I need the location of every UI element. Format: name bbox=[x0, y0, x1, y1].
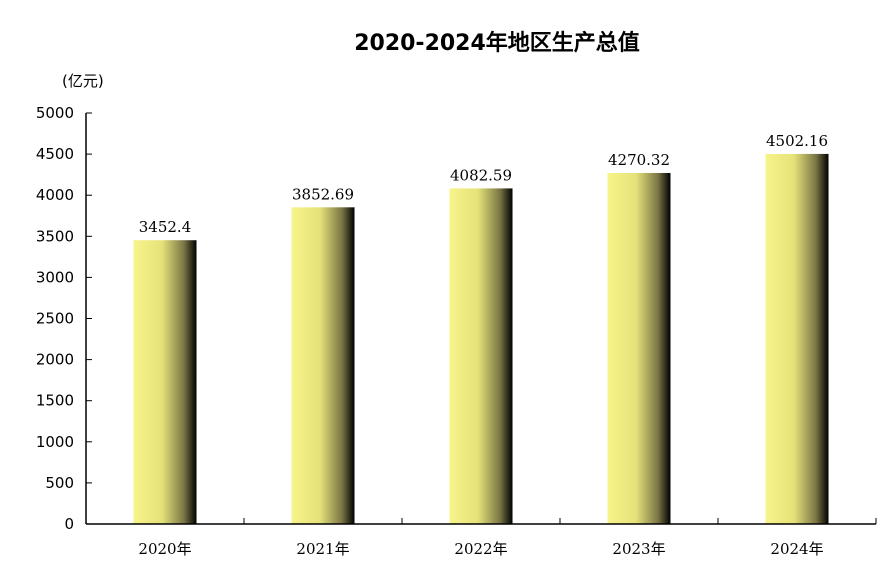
x-tick-label: 2023年 bbox=[612, 540, 665, 558]
y-axis-unit-label: (亿元) bbox=[62, 72, 104, 90]
bar-2023年 bbox=[607, 172, 671, 525]
y-tick-label: 4000 bbox=[36, 186, 74, 204]
bars bbox=[133, 153, 829, 525]
bar-2022年 bbox=[449, 188, 513, 524]
data-label: 3452.4 bbox=[139, 218, 192, 236]
y-tick-label: 4500 bbox=[36, 145, 74, 163]
y-tick-label: 1000 bbox=[36, 433, 74, 451]
y-tick-label: 1500 bbox=[36, 392, 74, 410]
y-tick-label: 0 bbox=[64, 515, 74, 533]
y-tick-label: 500 bbox=[45, 474, 74, 492]
y-tick-label: 3500 bbox=[36, 227, 74, 245]
y-tick-label: 5000 bbox=[36, 104, 74, 122]
data-label: 4082.59 bbox=[450, 166, 512, 184]
x-tick-label: 2024年 bbox=[770, 540, 823, 558]
x-axis-ticks: 2020年 2021年 2022年 2023年 2024年 bbox=[85, 518, 877, 558]
bar-2024年 bbox=[765, 153, 829, 524]
chart-title: 2020-2024年地区生产总值 bbox=[354, 30, 640, 56]
data-label: 4502.16 bbox=[766, 132, 828, 150]
data-labels: 3452.4 3852.69 4082.59 4270.32 4502.16 bbox=[139, 132, 828, 236]
bar-2020年 bbox=[133, 240, 197, 525]
y-tick-label: 3000 bbox=[36, 268, 74, 286]
x-tick-label: 2020年 bbox=[138, 540, 191, 558]
data-label: 3852.69 bbox=[292, 185, 354, 203]
y-tick-label: 2000 bbox=[36, 351, 74, 369]
y-axis-ticks: 0 500 1000 1500 2000 2500 3000 3500 4000 4500 5000 bbox=[36, 104, 92, 533]
bar-2021年 bbox=[291, 207, 355, 524]
data-label: 4270.32 bbox=[608, 151, 670, 169]
x-tick-label: 2022年 bbox=[454, 540, 507, 558]
x-tick-label: 2021年 bbox=[296, 540, 349, 558]
y-tick-label: 2500 bbox=[36, 310, 74, 328]
